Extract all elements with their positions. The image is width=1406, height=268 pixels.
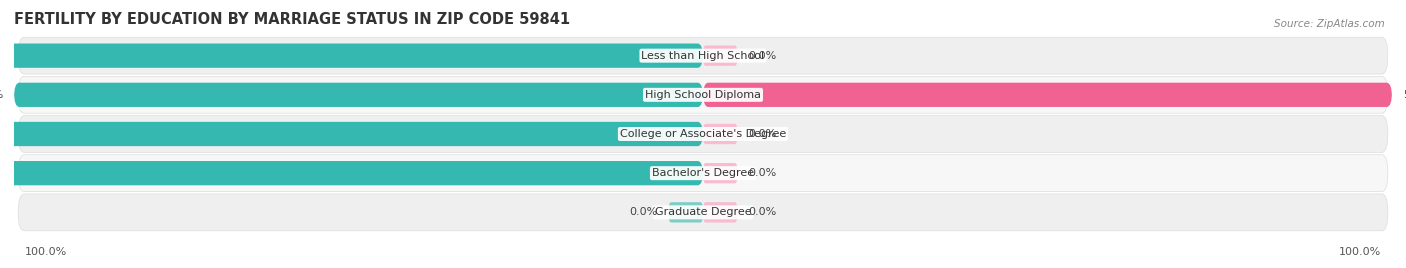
- Text: Graduate Degree: Graduate Degree: [655, 207, 751, 217]
- Text: Source: ZipAtlas.com: Source: ZipAtlas.com: [1274, 19, 1385, 29]
- FancyBboxPatch shape: [703, 46, 738, 66]
- FancyBboxPatch shape: [703, 163, 738, 183]
- FancyBboxPatch shape: [703, 202, 738, 222]
- Text: Less than High School: Less than High School: [641, 51, 765, 61]
- FancyBboxPatch shape: [0, 161, 703, 185]
- Text: 0.0%: 0.0%: [748, 129, 776, 139]
- Text: 50.0%: 50.0%: [0, 90, 3, 100]
- FancyBboxPatch shape: [703, 83, 1392, 107]
- Text: College or Associate's Degree: College or Associate's Degree: [620, 129, 786, 139]
- FancyBboxPatch shape: [703, 124, 738, 144]
- FancyBboxPatch shape: [18, 76, 1388, 113]
- Text: Bachelor's Degree: Bachelor's Degree: [652, 168, 754, 178]
- Text: 0.0%: 0.0%: [630, 207, 658, 217]
- FancyBboxPatch shape: [14, 83, 703, 107]
- FancyBboxPatch shape: [669, 202, 703, 222]
- Text: 50.0%: 50.0%: [1403, 90, 1406, 100]
- Legend: Married, Unmarried: Married, Unmarried: [624, 265, 782, 268]
- FancyBboxPatch shape: [18, 116, 1388, 152]
- Text: 0.0%: 0.0%: [748, 51, 776, 61]
- FancyBboxPatch shape: [18, 155, 1388, 192]
- Text: High School Diploma: High School Diploma: [645, 90, 761, 100]
- Text: 0.0%: 0.0%: [748, 168, 776, 178]
- FancyBboxPatch shape: [0, 43, 703, 68]
- Text: 100.0%: 100.0%: [1339, 247, 1381, 257]
- Text: 0.0%: 0.0%: [748, 207, 776, 217]
- Text: FERTILITY BY EDUCATION BY MARRIAGE STATUS IN ZIP CODE 59841: FERTILITY BY EDUCATION BY MARRIAGE STATU…: [14, 12, 571, 27]
- Text: 100.0%: 100.0%: [25, 247, 67, 257]
- FancyBboxPatch shape: [18, 194, 1388, 231]
- FancyBboxPatch shape: [18, 37, 1388, 74]
- FancyBboxPatch shape: [0, 122, 703, 146]
